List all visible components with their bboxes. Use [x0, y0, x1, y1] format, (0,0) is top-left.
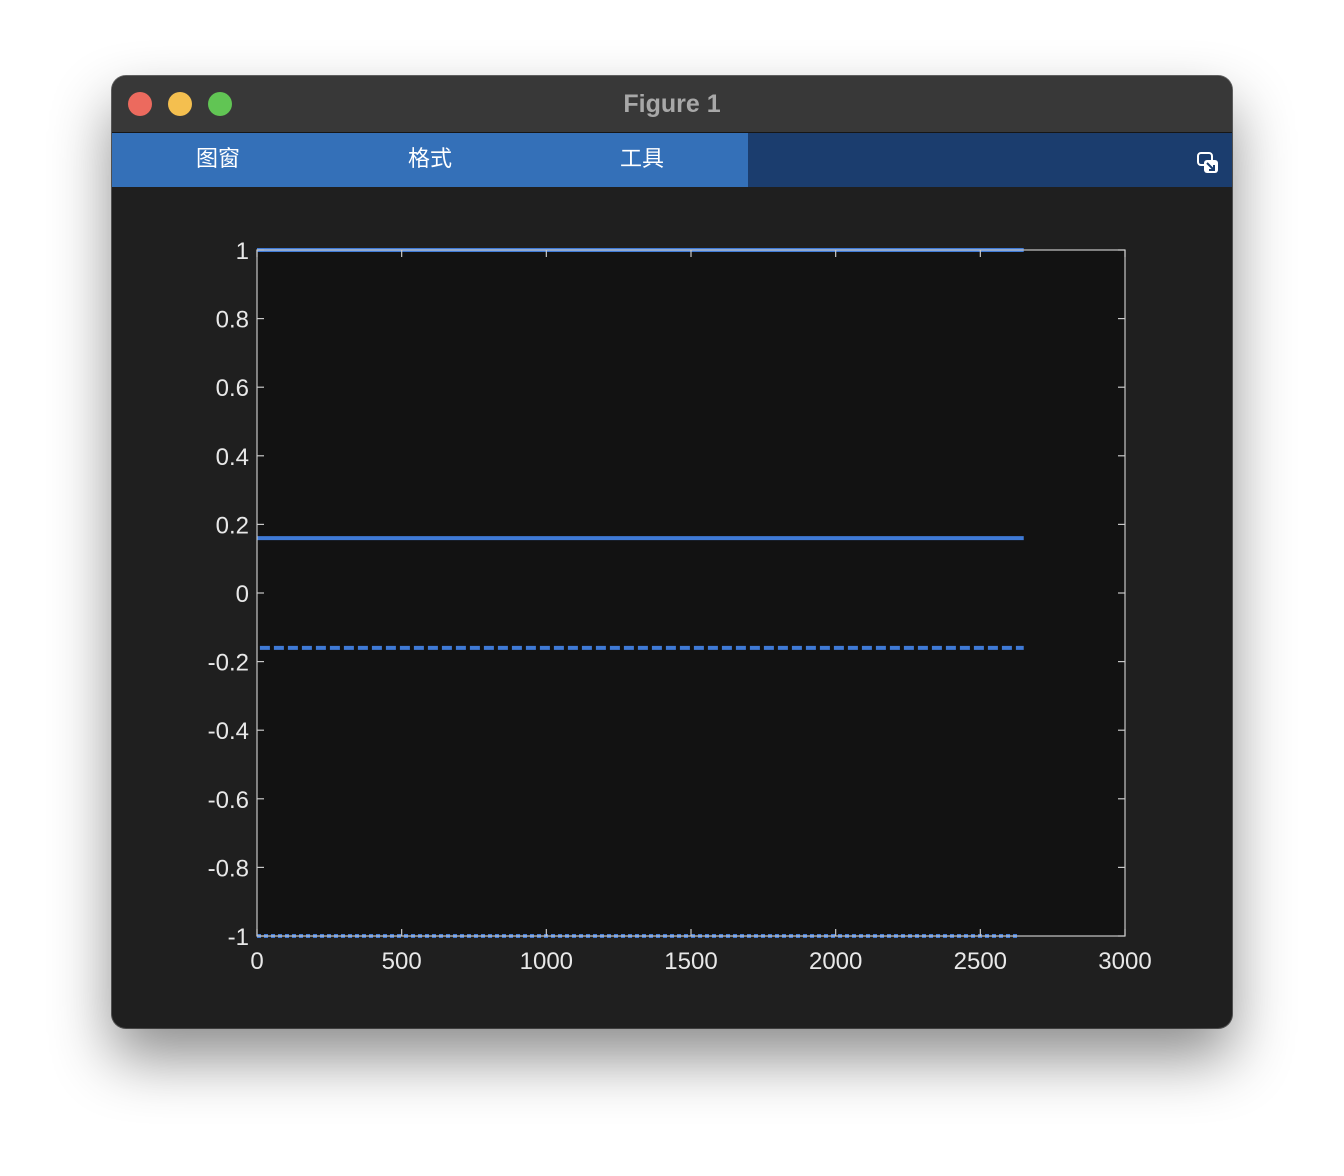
- x-tick-label: 1000: [520, 948, 573, 975]
- figure-window: Figure 1 图窗 格式 工具 0 500 1000 1500 2000 2500 30…: [112, 76, 1232, 1028]
- tab-figure[interactable]: 图窗: [195, 147, 240, 172]
- close-window-button[interactable]: [128, 92, 152, 116]
- axes-background: [257, 250, 1125, 936]
- undock-icon[interactable]: [1196, 151, 1220, 175]
- line-chart[interactable]: 0 500 1000 1500 2000 2500 3000 1 0.8 0.6 0.4 0.2 0 -0…: [112, 187, 1232, 1028]
- x-tick-label: 3000: [1098, 948, 1151, 975]
- y-tick-label: 0.8: [216, 307, 249, 334]
- y-tick-label: -1: [228, 924, 249, 951]
- y-tick-label: 0.2: [216, 512, 249, 539]
- x-tick-label: 2500: [954, 948, 1007, 975]
- tab-tools[interactable]: 工具: [619, 147, 664, 172]
- x-tick-label: 0: [250, 948, 263, 975]
- x-tick-label: 2000: [809, 948, 862, 975]
- window-title: Figure 1: [623, 90, 721, 118]
- tab-format[interactable]: 格式: [407, 147, 452, 172]
- figure-toolstrip: 图窗 格式 工具: [112, 133, 1232, 187]
- y-tick-label: 0.6: [216, 375, 249, 402]
- y-tick-label: -0.4: [208, 718, 249, 745]
- y-tick-label: -0.6: [208, 787, 249, 814]
- x-tick-label: 1500: [664, 948, 717, 975]
- zoom-window-button[interactable]: [208, 92, 232, 116]
- title-bar: Figure 1: [112, 76, 1232, 133]
- plot-area: 0 500 1000 1500 2000 2500 3000 1 0.8 0.6 0.4 0.2 0 -0…: [112, 187, 1232, 1028]
- y-tick-label: 0: [236, 581, 249, 608]
- x-tick-label: 500: [382, 948, 422, 975]
- toolstrip-tabs: 图窗 格式 工具: [112, 133, 748, 187]
- y-tick-label: 1: [236, 238, 249, 265]
- y-tick-label: -0.8: [208, 855, 249, 882]
- y-tick-label: -0.2: [208, 650, 249, 677]
- minimize-window-button[interactable]: [168, 92, 192, 116]
- y-tick-label: 0.4: [216, 444, 249, 471]
